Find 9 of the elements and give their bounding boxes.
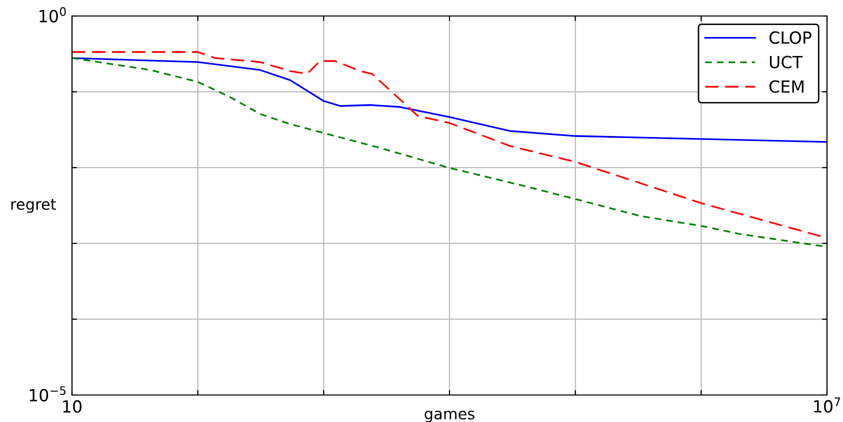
legend-label: CLOP xyxy=(769,31,812,44)
y-axis-title: regret xyxy=(11,198,56,213)
y-tick-label: 10$^{0}$ xyxy=(40,7,66,22)
x-tick-label: 10$^{7}$ xyxy=(814,398,840,413)
x-tick-label: 10 xyxy=(63,400,82,413)
legend-label: CEM xyxy=(769,80,804,93)
x-axis-title: games xyxy=(424,410,474,422)
y-tick-label: 10$^{−5}$ xyxy=(30,386,66,402)
legend-label: UCT xyxy=(770,56,803,68)
